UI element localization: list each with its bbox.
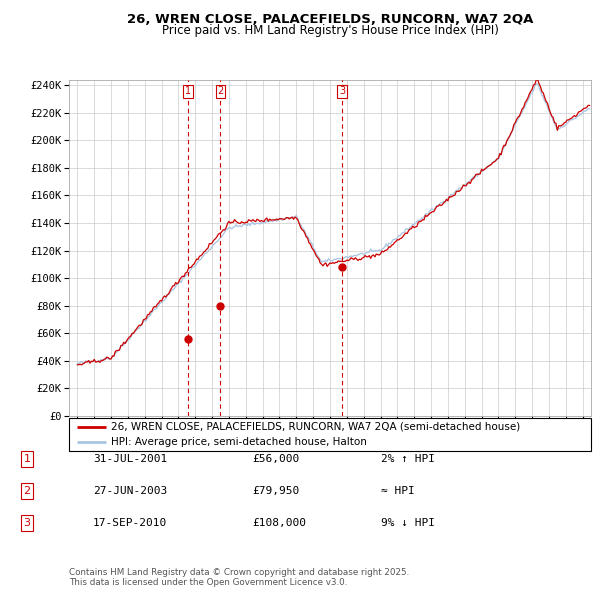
Text: 17-SEP-2010: 17-SEP-2010 (93, 518, 167, 527)
Text: £108,000: £108,000 (252, 518, 306, 527)
Text: 3: 3 (23, 518, 31, 527)
Text: ≈ HPI: ≈ HPI (381, 486, 415, 496)
Text: 2% ↑ HPI: 2% ↑ HPI (381, 454, 435, 464)
Text: 2: 2 (217, 86, 224, 96)
Text: Contains HM Land Registry data © Crown copyright and database right 2025.
This d: Contains HM Land Registry data © Crown c… (69, 568, 409, 587)
Text: 27-JUN-2003: 27-JUN-2003 (93, 486, 167, 496)
Text: £79,950: £79,950 (252, 486, 299, 496)
Text: 1: 1 (185, 86, 191, 96)
Text: 1: 1 (23, 454, 31, 464)
Text: 26, WREN CLOSE, PALACEFIELDS, RUNCORN, WA7 2QA: 26, WREN CLOSE, PALACEFIELDS, RUNCORN, W… (127, 13, 533, 26)
FancyBboxPatch shape (69, 418, 591, 451)
Text: Price paid vs. HM Land Registry's House Price Index (HPI): Price paid vs. HM Land Registry's House … (161, 24, 499, 37)
Text: HPI: Average price, semi-detached house, Halton: HPI: Average price, semi-detached house,… (111, 437, 367, 447)
Text: 3: 3 (339, 86, 345, 96)
Text: 26, WREN CLOSE, PALACEFIELDS, RUNCORN, WA7 2QA (semi-detached house): 26, WREN CLOSE, PALACEFIELDS, RUNCORN, W… (111, 422, 520, 432)
Text: £56,000: £56,000 (252, 454, 299, 464)
Text: 2: 2 (23, 486, 31, 496)
Text: 9% ↓ HPI: 9% ↓ HPI (381, 518, 435, 527)
Text: 31-JUL-2001: 31-JUL-2001 (93, 454, 167, 464)
